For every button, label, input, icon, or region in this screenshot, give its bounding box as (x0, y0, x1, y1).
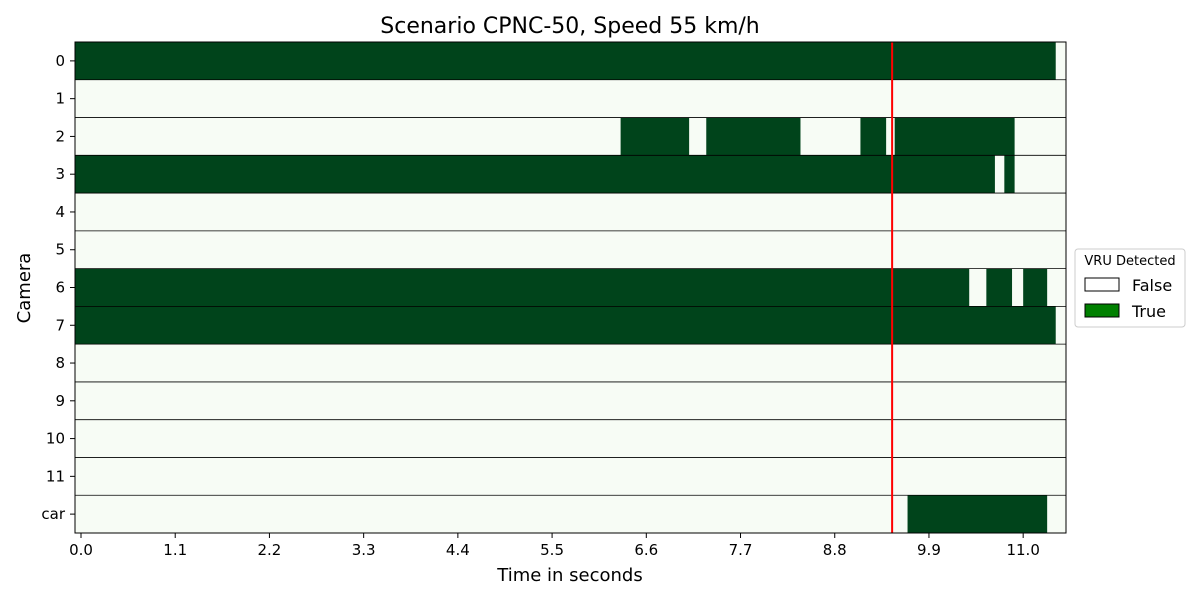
cell-camera-3-segment-1 (1004, 155, 1015, 194)
legend-label-true: True (1131, 302, 1166, 321)
legend-swatch-true (1084, 303, 1120, 318)
plot-area (74, 41, 1067, 534)
legend-swatch-false (1084, 277, 1120, 292)
cell-camera-6-segment-1 (986, 268, 1013, 307)
y-tick-label: 3 (55, 165, 65, 183)
cell-camera-3-segment-0 (75, 155, 995, 194)
y-tick-label: 6 (55, 279, 65, 297)
cell-camera-2-segment-3 (894, 117, 1015, 156)
y-tick-label: 9 (55, 392, 65, 410)
cell-camera-0-segment-0 (75, 42, 1056, 80)
x-tick-label: 1.1 (163, 541, 187, 559)
x-tick-label: 5.5 (540, 541, 564, 559)
x-tick-label: 2.2 (258, 541, 282, 559)
x-tick-label: 3.3 (352, 541, 376, 559)
x-tick-label: 8.8 (823, 541, 847, 559)
cell-camera-2-segment-0 (620, 117, 690, 156)
x-tick-label: 7.7 (729, 541, 753, 559)
x-axis: 0.0 1.1 2.2 3.3 4.4 5.5 6.6 7.7 8.8 9.9 11.0 (69, 533, 1040, 559)
x-axis-title: Time in seconds (496, 565, 642, 586)
y-tick-label: 0 (55, 52, 65, 70)
y-tick-label: 8 (55, 354, 65, 372)
x-tick-label: 0.0 (69, 541, 93, 559)
cell-camera-6-segment-2 (1023, 268, 1048, 307)
y-tick-label: 2 (55, 127, 65, 145)
y-tick-label: 7 (55, 316, 65, 334)
chart-title: Scenario CPNC-50, Speed 55 km/h (380, 14, 759, 39)
cell-camera-6-segment-0 (75, 268, 970, 307)
y-tick-label: 5 (55, 241, 65, 259)
x-tick-label: 9.9 (917, 541, 941, 559)
cell-camera-7-segment-0 (75, 306, 1056, 345)
y-tick-label: 10 (46, 430, 65, 448)
y-tick-label: 1 (55, 90, 65, 108)
y-axis-title: Camera (14, 253, 35, 324)
cell-camera-car-segment-0 (907, 495, 1048, 533)
cell-camera-2-segment-1 (706, 117, 801, 156)
x-tick-label: 4.4 (446, 541, 470, 559)
legend: VRU Detected False True (1074, 248, 1186, 328)
legend-label-false: False (1132, 276, 1172, 295)
legend-title: VRU Detected (1084, 254, 1175, 269)
cell-camera-2-segment-2 (860, 117, 887, 156)
y-tick-label: car (41, 505, 65, 523)
x-tick-label: 11.0 (1006, 541, 1039, 559)
y-tick-label: 4 (55, 203, 65, 221)
y-axis: 0 1 2 3 4 5 6 7 8 9 10 11 car (41, 52, 75, 523)
y-tick-label: 11 (46, 467, 65, 485)
x-tick-label: 6.6 (634, 541, 658, 559)
